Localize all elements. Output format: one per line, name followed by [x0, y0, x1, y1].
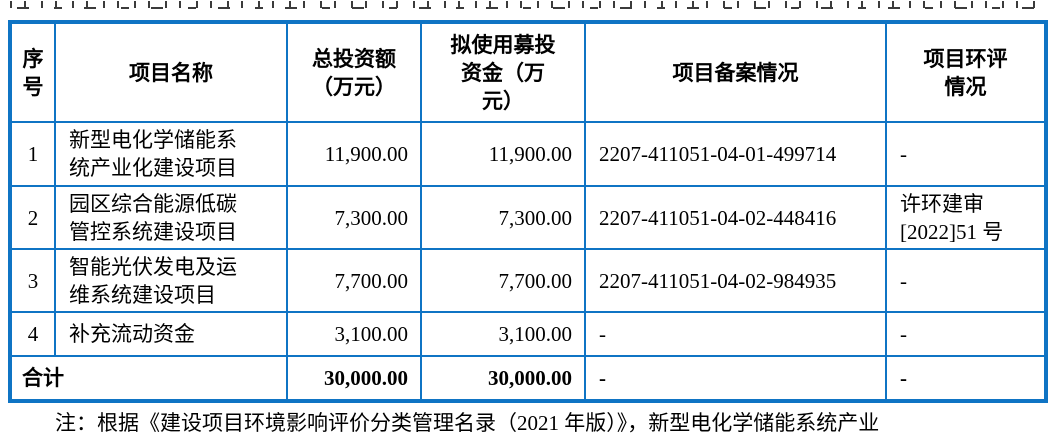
cell-serial-no: 3	[9, 248, 56, 313]
cell-filing-status: 2207-411051-04-01-499714	[584, 121, 887, 187]
cell-total-investment-sum: 30,000.00	[286, 355, 422, 402]
col-header-total-investment: 总投资额 （万元）	[286, 21, 422, 123]
cell-eia-status: 许环建审 [2022]51 号	[885, 185, 1047, 250]
table-row: 2 园区综合能源低碳 管控系统建设项目 7,300.00 7,300.00 22…	[9, 185, 1047, 250]
cell-raised-funds: 11,900.00	[420, 121, 586, 187]
col-header-project-name: 项目名称	[54, 21, 288, 123]
table-header-row: 序 号 项目名称 总投资额 （万元） 拟使用募投 资金（万 元） 项目备案情况 …	[9, 21, 1047, 123]
col-header-eia-status: 项目环评 情况	[885, 21, 1047, 123]
cell-serial-no: 4	[9, 311, 56, 357]
cell-total-investment: 11,900.00	[286, 121, 422, 187]
table-row: 3 智能光伏发电及运 维系统建设项目 7,700.00 7,700.00 220…	[9, 248, 1047, 313]
cell-serial-no: 2	[9, 185, 56, 250]
cell-filing-status: -	[584, 355, 887, 402]
fundraising-projects-table: 序 号 项目名称 总投资额 （万元） 拟使用募投 资金（万 元） 项目备案情况 …	[8, 20, 1048, 403]
cell-project-name: 补充流动资金	[54, 311, 288, 357]
cell-raised-funds: 7,300.00	[420, 185, 586, 250]
cell-project-name: 智能光伏发电及运 维系统建设项目	[54, 248, 288, 313]
cell-total-investment: 3,100.00	[286, 311, 422, 357]
clipped-text-line	[10, 1, 1042, 9]
cell-project-name: 新型电化学储能系 统产业化建设项目	[54, 121, 288, 187]
cell-eia-status: -	[885, 311, 1047, 357]
cell-total-investment: 7,700.00	[286, 248, 422, 313]
table-row: 4 补充流动资金 3,100.00 3,100.00 - -	[9, 311, 1047, 357]
cell-project-name: 园区综合能源低碳 管控系统建设项目	[54, 185, 288, 250]
col-header-filing-status: 项目备案情况	[584, 21, 887, 123]
cell-total-label: 合计	[9, 355, 288, 402]
cell-serial-no: 1	[9, 121, 56, 187]
footnote-text: 注：根据《建设项目环境影响评价分类管理名录（2021 年版）》，新型电化学储能系…	[55, 411, 880, 435]
table-row: 1 新型电化学储能系 统产业化建设项目 11,900.00 11,900.00 …	[9, 121, 1047, 187]
cell-raised-funds-sum: 30,000.00	[420, 355, 586, 402]
cell-eia-status: -	[885, 248, 1047, 313]
cell-eia-status: -	[885, 355, 1047, 402]
col-header-raised-funds: 拟使用募投 资金（万 元）	[420, 21, 586, 123]
col-header-serial-no: 序 号	[9, 21, 56, 123]
cell-raised-funds: 3,100.00	[420, 311, 586, 357]
table-total-row: 合计 30,000.00 30,000.00 - -	[9, 355, 1047, 402]
cell-filing-status: 2207-411051-04-02-448416	[584, 185, 887, 250]
cell-raised-funds: 7,700.00	[420, 248, 586, 313]
cell-total-investment: 7,300.00	[286, 185, 422, 250]
cell-filing-status: -	[584, 311, 887, 357]
cell-filing-status: 2207-411051-04-02-984935	[584, 248, 887, 313]
cell-eia-status: -	[885, 121, 1047, 187]
